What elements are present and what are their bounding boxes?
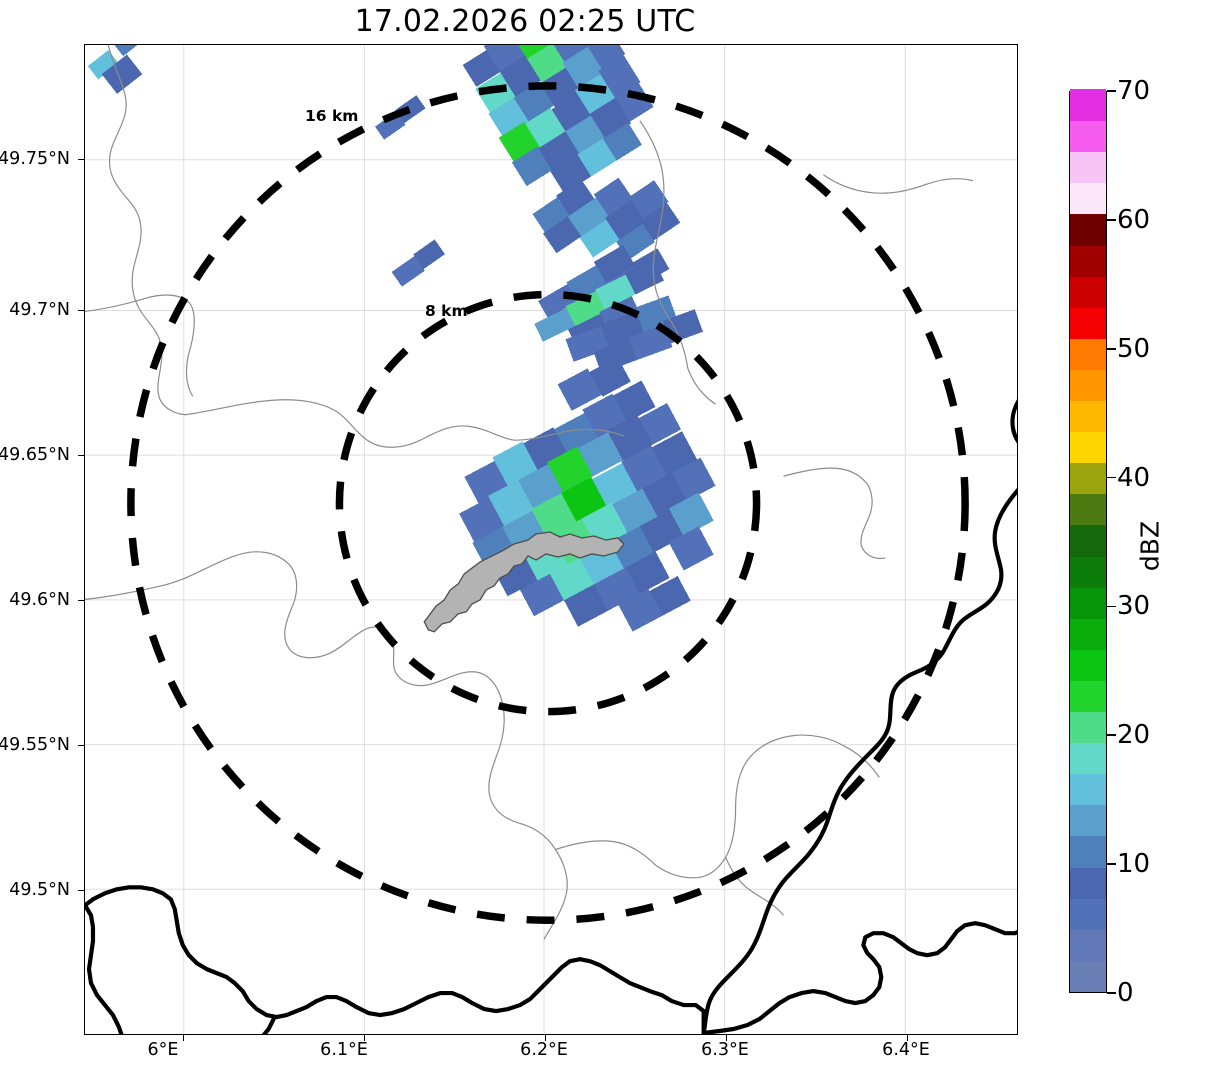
x-tickmark-3 <box>725 1035 727 1041</box>
page-title: 17.02.2026 02:25 UTC <box>354 4 696 39</box>
y-tickmark-1 <box>78 309 84 311</box>
colorbar-tickmark <box>1107 863 1116 865</box>
y-tick-label-3: 49.6°N <box>9 590 70 610</box>
colorbar-band <box>1070 898 1106 930</box>
colorbar-band <box>1070 555 1106 588</box>
x-tick-label-3: 6.3°E <box>701 1040 749 1060</box>
y-tickmark-0 <box>78 158 84 160</box>
colorbar-tickmark <box>1107 605 1116 608</box>
colorbar-tick-label: 70 <box>1117 76 1151 106</box>
y-tick-label-5: 49.5°N <box>9 880 70 900</box>
colorbar-tick-label: 60 <box>1117 204 1151 235</box>
y-tickmark-5 <box>78 889 84 891</box>
colorbar-tick-label: 0 <box>1117 978 1134 1008</box>
colorbar-band <box>1070 835 1106 868</box>
colorbar-band <box>1070 431 1106 464</box>
colorbar-band <box>1070 493 1106 526</box>
colorbar-band <box>1070 89 1106 122</box>
colorbar-band <box>1070 649 1106 681</box>
y-tick-label-0: 49.75°N <box>0 149 70 169</box>
range-ring-8km <box>335 290 761 716</box>
colorbar-band <box>1070 773 1106 806</box>
range-ring-label-8km: 8 km <box>425 302 468 320</box>
x-tickmark-1 <box>363 1035 365 1041</box>
x-tick-label-2: 6.2°E <box>520 1040 568 1060</box>
colorbar-band <box>1070 711 1106 744</box>
y-tickmark-3 <box>78 599 84 601</box>
radar-plot-area[interactable]: 16 km 8 km <box>84 44 1018 1035</box>
colorbar-band <box>1070 369 1106 402</box>
colorbar-band <box>1070 524 1106 557</box>
colorbar-band <box>1070 338 1106 370</box>
radar-plot-svg <box>85 45 1017 1034</box>
colorbar-tick-label: 10 <box>1117 849 1151 880</box>
colorbar-tick-label: 20 <box>1117 720 1151 751</box>
y-axis-labels: 49.75°N 49.7°N 49.65°N 49.6°N 49.55°N 49… <box>0 0 78 1073</box>
colorbar-tickmark <box>1107 219 1116 221</box>
colorbar-band <box>1070 213 1106 246</box>
colorbar-band <box>1070 929 1106 961</box>
colorbar-band <box>1070 244 1106 277</box>
y-tickmark-4 <box>78 744 84 746</box>
colorbar-band <box>1070 276 1106 308</box>
colorbar-tickmark <box>1107 476 1116 479</box>
colorbar-tickmark <box>1107 90 1116 92</box>
y-tick-label-4: 49.55°N <box>0 735 70 755</box>
x-tickmark-0 <box>182 1035 184 1041</box>
colorbar-gradient <box>1069 89 1107 993</box>
colorbar-band <box>1070 618 1106 650</box>
colorbar-label: dBZ <box>1135 520 1165 572</box>
colorbar-tickmark <box>1107 734 1116 737</box>
x-tick-label-1: 6.1°E <box>320 1040 368 1060</box>
y-tickmark-2 <box>78 454 84 456</box>
range-ring-16km <box>127 82 969 924</box>
colorbar-tick-label: 50 <box>1117 333 1151 364</box>
y-tick-label-1: 49.7°N <box>9 300 70 320</box>
colorbar-band <box>1070 120 1106 153</box>
x-tick-label-4: 6.4°E <box>882 1040 930 1060</box>
country-border <box>85 399 1017 1034</box>
colorbar-band <box>1070 867 1106 899</box>
range-ring-label-16km: 16 km <box>305 107 359 125</box>
colorbar-tickmark <box>1107 347 1116 350</box>
colorbar-band <box>1070 804 1106 837</box>
colorbar-band <box>1070 960 1106 992</box>
x-tickmark-4 <box>906 1035 908 1041</box>
colorbar[interactable] <box>1069 89 1107 993</box>
x-tickmark-2 <box>544 1035 546 1041</box>
colorbar-band <box>1070 680 1106 713</box>
colorbar-band <box>1070 462 1106 495</box>
colorbar-tick-label: 40 <box>1117 462 1151 493</box>
urban-area-polygon <box>423 531 625 633</box>
colorbar-band <box>1070 587 1106 619</box>
colorbar-tickmark <box>1107 992 1116 994</box>
x-tick-label-0: 6°E <box>147 1040 179 1060</box>
colorbar-ticks: 0 10 20 30 40 50 60 70 <box>1107 0 1207 1073</box>
colorbar-band <box>1070 742 1106 775</box>
colorbar-band <box>1070 151 1106 184</box>
colorbar-tick-label: 30 <box>1117 591 1151 622</box>
colorbar-band <box>1070 307 1106 339</box>
colorbar-band <box>1070 400 1106 433</box>
y-tick-label-2: 49.65°N <box>0 445 70 465</box>
colorbar-band <box>1070 182 1106 215</box>
